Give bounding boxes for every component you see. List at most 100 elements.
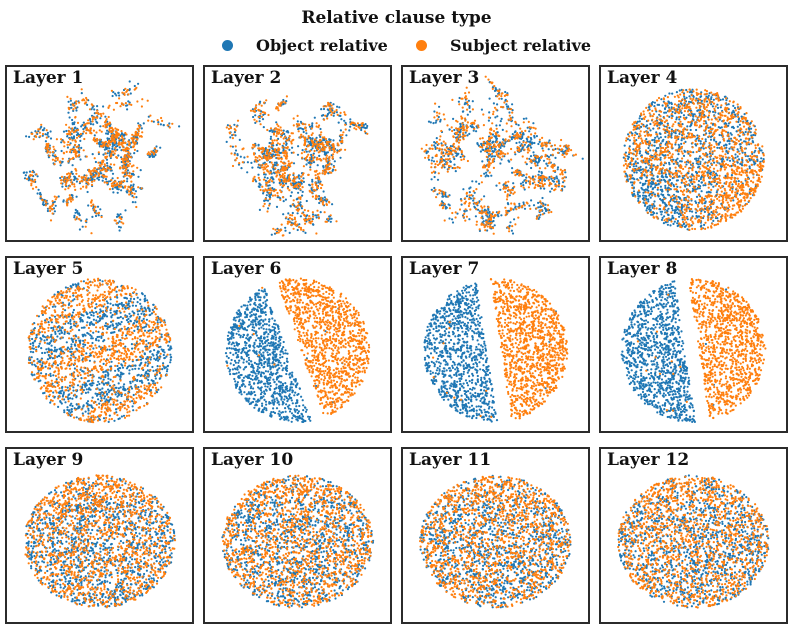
point-subject-relative (512, 171, 516, 174)
point-object-relative (699, 95, 702, 99)
point-object-relative (676, 157, 679, 160)
point-object-relative (652, 127, 655, 130)
point-subject-relative (107, 150, 110, 153)
point-object-relative (268, 129, 271, 133)
point-object-relative (111, 187, 114, 190)
point-object-relative (99, 117, 102, 120)
point-subject-relative (520, 206, 523, 209)
point-object-relative (706, 171, 709, 174)
point-subject-relative (482, 223, 485, 226)
point-object-relative (66, 135, 69, 138)
point-object-relative (89, 120, 92, 123)
point-subject-relative (141, 98, 144, 101)
point-subject-relative (484, 229, 487, 232)
point-subject-relative (118, 216, 122, 219)
point-subject-relative (504, 138, 507, 141)
point-object-relative (515, 141, 518, 145)
point-subject-relative (463, 212, 466, 215)
point-subject-relative (456, 120, 459, 123)
point-object-relative (258, 120, 261, 123)
point-subject-relative (280, 160, 283, 163)
point-object-relative (712, 98, 715, 101)
point-subject-relative (292, 124, 295, 127)
point-subject-relative (508, 230, 511, 233)
point-object-relative (301, 149, 304, 152)
point-subject-relative (296, 175, 299, 179)
point-subject-relative (522, 121, 525, 124)
point-object-relative (275, 205, 279, 208)
point-subject-relative (488, 225, 492, 228)
point-subject-relative (254, 158, 257, 161)
point-subject-relative (67, 130, 70, 133)
point-subject-relative (353, 127, 356, 130)
point-object-relative (542, 159, 546, 162)
point-subject-relative (152, 152, 155, 155)
point-object-relative (25, 135, 28, 138)
point-subject-relative (105, 118, 108, 121)
point-subject-relative (464, 134, 467, 137)
point-subject-relative (470, 122, 473, 125)
point-subject-relative (128, 162, 132, 165)
point-object-relative (746, 155, 750, 158)
point-object-relative (525, 137, 528, 140)
point-subject-relative (429, 147, 432, 150)
point-object-relative (656, 188, 659, 191)
point-subject-relative (503, 185, 506, 188)
point-subject-relative (314, 183, 317, 186)
point-subject-relative (122, 222, 125, 225)
point-object-relative (148, 155, 152, 158)
point-object-relative (733, 106, 737, 110)
point-object-relative (71, 118, 74, 122)
point-subject-relative (75, 155, 78, 158)
point-object-relative (519, 182, 523, 185)
point-object-relative (737, 158, 741, 161)
point-object-relative (318, 154, 321, 157)
point-subject-relative (436, 147, 439, 150)
point-object-relative (99, 125, 102, 128)
point-subject-relative (300, 175, 303, 178)
point-object-relative (743, 113, 746, 116)
point-subject-relative (519, 127, 522, 130)
point-subject-relative (136, 133, 140, 137)
point-object-relative (671, 217, 674, 220)
point-subject-relative (563, 145, 566, 148)
point-object-relative (702, 184, 705, 187)
point-subject-relative (135, 138, 138, 141)
point-object-relative (233, 131, 236, 134)
point-object-relative (628, 145, 631, 148)
point-subject-relative (279, 183, 282, 186)
point-object-relative (258, 166, 262, 169)
point-subject-relative (74, 115, 77, 119)
point-subject-relative (253, 175, 256, 178)
point-object-relative (473, 191, 476, 194)
point-object-relative (332, 168, 335, 171)
point-object-relative (508, 111, 511, 114)
point-subject-relative (448, 157, 451, 160)
point-object-relative (499, 120, 502, 123)
point-subject-relative (324, 220, 327, 223)
point-subject-relative (272, 132, 275, 135)
point-object-relative (75, 195, 78, 198)
point-subject-relative (507, 186, 510, 189)
point-object-relative (453, 163, 456, 166)
point-subject-relative (70, 181, 73, 184)
point-subject-relative (274, 167, 277, 170)
point-subject-relative (450, 147, 453, 150)
point-subject-relative (464, 197, 467, 200)
point-object-relative (760, 157, 763, 160)
point-subject-relative (559, 173, 562, 176)
point-subject-relative (550, 175, 553, 178)
point-subject-relative (277, 132, 280, 135)
point-object-relative (118, 229, 121, 232)
point-object-relative (106, 164, 109, 167)
point-subject-relative (122, 145, 125, 148)
point-subject-relative (99, 169, 102, 172)
point-subject-relative (563, 176, 566, 179)
point-object-relative (129, 184, 133, 187)
point-subject-relative (570, 149, 573, 152)
point-subject-relative (308, 215, 311, 218)
point-object-relative (708, 132, 711, 135)
point-subject-relative (274, 188, 277, 192)
point-subject-relative (71, 127, 74, 130)
point-object-relative (492, 140, 495, 143)
